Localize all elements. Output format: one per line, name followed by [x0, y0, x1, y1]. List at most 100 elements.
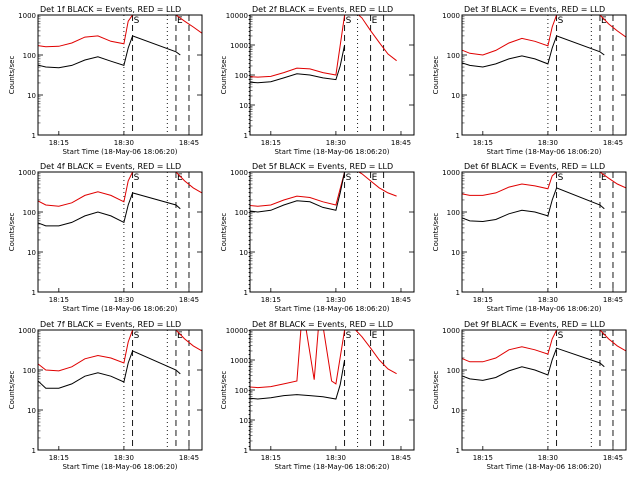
plot-frame: [249, 329, 415, 451]
plot-frame: [37, 171, 203, 293]
x-axis-label: Start Time (18-May-06 18:06:20): [62, 305, 177, 313]
panel-3: Det 3f BLACK = Events, RED = LLD Counts/s…: [432, 5, 627, 156]
x-tick-label: 18:30: [114, 296, 134, 304]
panel-4: Det 4f BLACK = Events, RED = LLD Counts/s…: [8, 162, 203, 313]
x-tick-label: 18:45: [603, 454, 623, 462]
event-marker-label: S: [134, 173, 140, 183]
y-tick-label: 10: [27, 249, 36, 257]
y-tick-label: 100: [23, 209, 36, 217]
series-line-red: [462, 172, 626, 196]
plot-frame: [461, 171, 627, 293]
y-axis-label: Counts/sec: [432, 371, 440, 410]
event-marker-label: E: [601, 331, 607, 341]
x-tick-label: 18:45: [391, 139, 411, 147]
y-tick-label: 1000: [442, 327, 460, 335]
y-tick-label: 100: [447, 209, 460, 217]
x-axis-label: Start Time (18-May-06 18:06:20): [486, 305, 601, 313]
event-marker-label: E: [372, 331, 378, 341]
series-line-black: [462, 347, 605, 381]
y-tick-label: 1: [244, 132, 248, 140]
y-tick-label: 1: [456, 447, 460, 455]
y-tick-label: 1000: [230, 169, 248, 177]
series-line-red: [250, 330, 397, 389]
plot-frame: [461, 329, 627, 451]
x-tick-label: 18:45: [179, 454, 199, 462]
y-tick-label: 100: [235, 209, 248, 217]
series-line-black: [38, 192, 181, 227]
panel-title: Det 4f BLACK = Events, RED = LLD: [40, 162, 181, 171]
x-tick-label: 18:45: [179, 296, 199, 304]
y-tick-label: 1000: [18, 12, 36, 20]
y-tick-label: 10: [451, 249, 460, 257]
y-tick-label: 1000: [18, 327, 36, 335]
x-tick-label: 18:30: [114, 139, 134, 147]
series-line-black: [38, 350, 181, 389]
y-tick-label: 100: [447, 367, 460, 375]
panel-6: Det 6f BLACK = Events, RED = LLD Counts/s…: [432, 162, 627, 313]
series-line-red: [462, 15, 626, 56]
y-tick-label: 100: [235, 387, 248, 395]
y-axis-label: Counts/sec: [220, 213, 228, 252]
x-tick-label: 18:15: [49, 454, 69, 462]
y-tick-label: 100: [23, 52, 36, 60]
y-tick-label: 10: [239, 417, 248, 425]
event-marker-label: S: [346, 16, 352, 26]
y-axis-label: Counts/sec: [220, 56, 228, 95]
panel-title: Det 9f BLACK = Events, RED = LLD: [464, 320, 605, 329]
x-axis-label: Start Time (18-May-06 18:06:20): [274, 305, 389, 313]
y-axis-label: Counts/sec: [220, 371, 228, 410]
x-tick-label: 18:30: [114, 454, 134, 462]
panel-title: Det 2f BLACK = Events, RED = LLD: [252, 5, 393, 14]
y-axis-label: Counts/sec: [8, 213, 16, 252]
series-line-black: [38, 35, 181, 69]
x-tick-label: 18:45: [391, 296, 411, 304]
y-axis-label: Counts/sec: [432, 213, 440, 252]
x-tick-label: 18:45: [603, 296, 623, 304]
event-marker-label: E: [372, 173, 378, 183]
panel-2: Det 2f BLACK = Events, RED = LLD Counts/s…: [220, 5, 415, 156]
y-axis-label: Counts/sec: [432, 56, 440, 95]
event-marker-label: E: [177, 16, 183, 26]
x-tick-label: 18:15: [49, 296, 69, 304]
series-line-red: [38, 172, 202, 207]
y-tick-label: 1000: [18, 169, 36, 177]
plot-frame: [249, 14, 415, 136]
y-tick-label: 10: [451, 92, 460, 100]
plot-frame: [37, 329, 203, 451]
series-line-red: [250, 172, 397, 207]
event-marker-label: S: [558, 16, 564, 26]
panel-title: Det 3f BLACK = Events, RED = LLD: [464, 5, 605, 14]
series-line-red: [462, 330, 626, 363]
x-tick-label: 18:15: [261, 296, 281, 304]
y-tick-label: 1: [32, 289, 36, 297]
y-tick-label: 1000: [230, 42, 248, 50]
y-tick-label: 10: [239, 249, 248, 257]
y-tick-label: 1000: [442, 12, 460, 20]
event-marker-label: S: [134, 331, 140, 341]
panel-title: Det 8f BLACK = Events, RED = LLD: [252, 320, 393, 329]
x-tick-label: 18:15: [473, 296, 493, 304]
y-tick-label: 1: [456, 289, 460, 297]
x-tick-label: 18:15: [473, 139, 493, 147]
x-axis-label: Start Time (18-May-06 18:06:20): [62, 463, 177, 471]
x-tick-label: 18:30: [326, 454, 346, 462]
x-tick-label: 18:45: [603, 139, 623, 147]
y-tick-label: 1: [32, 132, 36, 140]
y-tick-label: 10: [239, 102, 248, 110]
x-axis-label: Start Time (18-May-06 18:06:20): [486, 463, 601, 471]
y-axis-label: Counts/sec: [8, 56, 16, 95]
y-tick-label: 100: [235, 72, 248, 80]
panel-title: Det 7f BLACK = Events, RED = LLD: [40, 320, 181, 329]
x-tick-label: 18:15: [261, 139, 281, 147]
x-tick-label: 18:45: [391, 454, 411, 462]
series-line-black: [250, 44, 346, 84]
event-marker-label: E: [372, 16, 378, 26]
series-line-red: [38, 15, 202, 48]
panel-1: Det 1f BLACK = Events, RED = LLD Counts/s…: [8, 5, 203, 156]
series-line-red: [250, 15, 397, 78]
event-marker-label: S: [346, 173, 352, 183]
series-line-black: [250, 359, 346, 400]
y-tick-label: 1: [244, 289, 248, 297]
series-line-black: [462, 187, 605, 223]
